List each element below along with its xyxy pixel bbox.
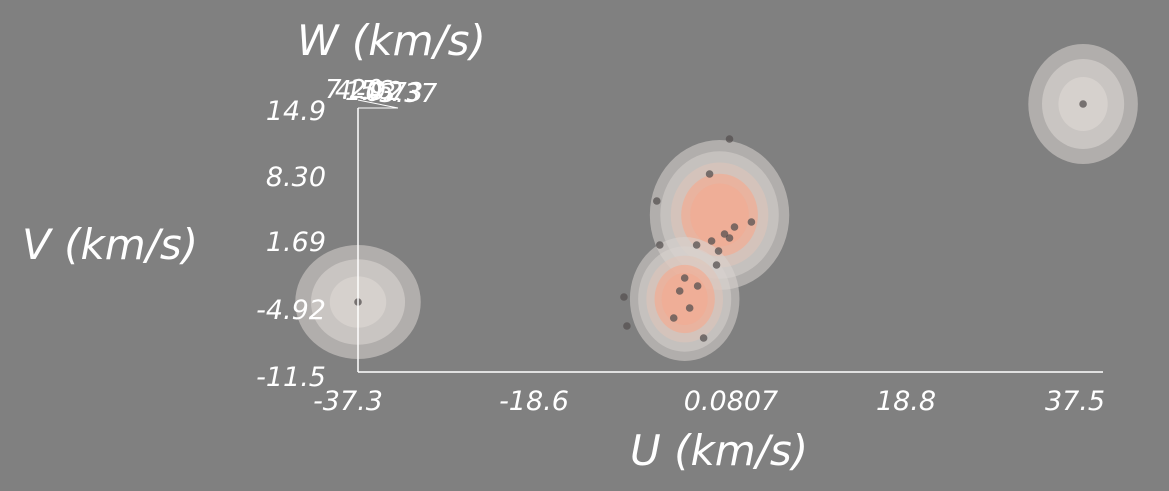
w-axis-line xyxy=(357,99,399,109)
w-tick-label: -0.73 xyxy=(356,78,423,108)
v-axis-title: V (km/s) xyxy=(22,220,198,269)
w-tick-label: 4.56 xyxy=(335,76,393,106)
data-point xyxy=(669,314,678,322)
v-tick-label: 14.9 xyxy=(266,96,326,127)
data-points xyxy=(354,100,1087,342)
u-tick-label: -18.6 xyxy=(499,386,569,417)
data-point xyxy=(693,282,702,290)
data-point xyxy=(623,322,631,330)
data-point xyxy=(692,241,701,249)
v-tick-label: -4.92 xyxy=(256,295,326,326)
data-point xyxy=(699,334,708,342)
v-tick-label: 8.30 xyxy=(266,162,326,193)
data-point xyxy=(725,135,734,143)
w-tick-label: 7.20 xyxy=(325,75,383,105)
data-point xyxy=(714,247,723,255)
data-point xyxy=(747,218,756,226)
w-axis-title: W (km/s) xyxy=(297,16,486,65)
u-tick-label: -37.3 xyxy=(313,386,383,417)
data-point xyxy=(675,287,684,295)
u-axis-title: U (km/s) xyxy=(630,426,808,475)
u-tick-label: 0.0807 xyxy=(684,386,778,417)
u-tick-label: 37.5 xyxy=(1045,386,1105,417)
data-point xyxy=(707,237,716,245)
data-point xyxy=(685,304,694,312)
w-tick-label: -3.37 xyxy=(370,79,438,109)
u-tick-label: 18.8 xyxy=(876,386,936,417)
v-tick-label: -11.5 xyxy=(256,362,326,393)
data-point xyxy=(705,170,714,178)
v-tick-label: 1.69 xyxy=(266,227,326,258)
data-point xyxy=(1079,100,1087,108)
data-point xyxy=(712,261,721,269)
data-point xyxy=(730,223,739,231)
data-point xyxy=(680,274,689,282)
density-isosurface xyxy=(690,183,749,247)
data-point xyxy=(725,234,734,242)
data-point xyxy=(652,197,661,205)
data-point xyxy=(655,241,664,249)
data-point xyxy=(620,293,628,301)
w-tick-label: 1.92 xyxy=(345,77,403,107)
